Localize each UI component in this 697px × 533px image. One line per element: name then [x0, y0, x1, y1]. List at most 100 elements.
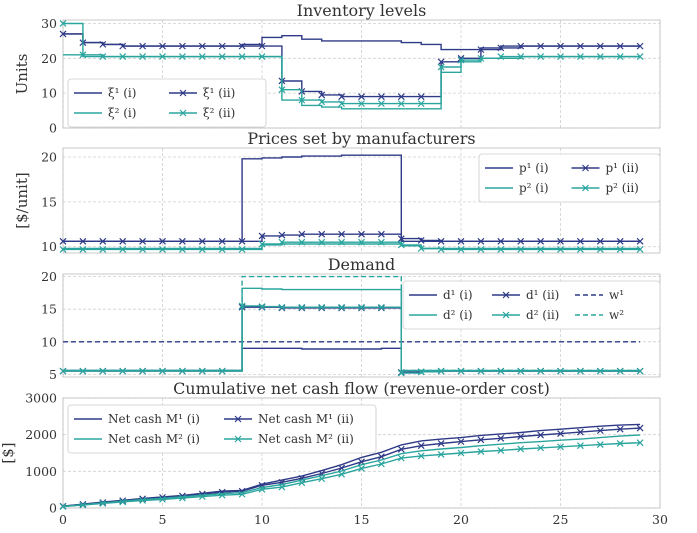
- data-point-marker: [338, 470, 346, 478]
- data-point-marker: [576, 442, 584, 450]
- series-line: [63, 22, 641, 105]
- data-point-marker: [437, 58, 445, 66]
- legend: d¹ (i) d¹ (ii) w¹ d² (i) d² (ii) w²: [402, 280, 661, 330]
- data-point-marker: [99, 367, 107, 375]
- data-point-marker: [497, 434, 505, 442]
- data-point-marker: [218, 237, 226, 245]
- data-point-marker: [397, 235, 405, 243]
- data-point-marker: [477, 436, 485, 444]
- legend-marker: [502, 311, 510, 319]
- data-point-marker: [178, 494, 186, 502]
- data-point-marker: [417, 237, 425, 244]
- data-point-marker: [497, 44, 505, 52]
- data-point-marker: [278, 231, 286, 239]
- data-point-marker: [636, 439, 644, 447]
- data-point-marker: [358, 464, 365, 472]
- data-point-marker: [596, 441, 604, 448]
- legend-box: [67, 78, 267, 128]
- data-point-marker: [99, 245, 107, 253]
- x-tick-label: 25: [553, 512, 569, 527]
- data-point-marker: [79, 501, 87, 509]
- legend-label: w¹: [609, 288, 624, 302]
- legend-label: p² (ii): [606, 181, 639, 195]
- y-tick-label: 0: [49, 121, 57, 136]
- data-point-marker: [198, 53, 206, 61]
- data-point-marker: [139, 245, 147, 253]
- data-point-marker: [517, 237, 525, 245]
- data-point-marker: [139, 367, 147, 375]
- data-point-marker: [477, 54, 485, 62]
- data-point-marker: [318, 303, 326, 311]
- panel-title: Inventory levels: [297, 1, 427, 20]
- data-point-marker: [616, 42, 624, 50]
- data-point-marker: [258, 232, 266, 240]
- data-point-marker: [119, 498, 127, 506]
- data-point-marker: [338, 93, 346, 101]
- data-point-marker: [517, 445, 525, 453]
- data-point-marker: [477, 245, 485, 253]
- data-point-marker: [59, 30, 67, 38]
- data-point-marker: [437, 440, 445, 447]
- data-point-marker: [159, 245, 166, 253]
- data-point-marker: [119, 245, 127, 253]
- data-point-marker: [557, 443, 564, 451]
- data-point-marker: [477, 46, 485, 54]
- data-point-marker: [358, 303, 365, 311]
- data-point-marker: [178, 42, 186, 50]
- y-tick-label: 10: [41, 334, 57, 349]
- legend-label: w²: [609, 308, 624, 322]
- series-line: [62, 434, 641, 508]
- data-point-marker: [59, 503, 67, 510]
- legend-marker: [179, 89, 187, 97]
- series-line: [63, 243, 641, 250]
- data-point-marker: [457, 449, 465, 457]
- data-point-marker: [397, 241, 405, 249]
- data-point-marker: [557, 367, 564, 375]
- data-point-marker: [417, 368, 425, 376]
- data-point-marker: [218, 367, 226, 375]
- data-point-marker: [139, 53, 147, 61]
- data-point-marker: [517, 53, 525, 61]
- x-tick-label: 0: [59, 512, 67, 527]
- y-axis-label: [$/unit]: [13, 172, 31, 228]
- data-point-marker: [318, 475, 326, 483]
- legend-label: p² (i): [519, 181, 549, 195]
- data-point-marker: [298, 96, 306, 104]
- plot-frame: [62, 19, 661, 129]
- legend-marker: [582, 164, 589, 172]
- legend-label: ξ¹ (ii): [203, 86, 235, 100]
- legend-label: ξ² (ii): [203, 106, 235, 120]
- x-tick-label: 30: [652, 512, 668, 527]
- data-point-marker: [99, 40, 107, 48]
- data-point-marker: [517, 42, 525, 50]
- data-point-marker: [497, 447, 505, 454]
- legend-label: ξ² (i): [108, 106, 136, 120]
- data-point-marker: [616, 440, 624, 447]
- data-point-marker: [358, 238, 365, 246]
- data-point-marker: [298, 479, 306, 487]
- legend-label: Net cash M² (ii): [258, 432, 354, 446]
- data-point-marker: [318, 238, 326, 246]
- legend-label: d¹ (i): [443, 288, 473, 302]
- x-tick-label: 10: [254, 512, 270, 527]
- data-point-marker: [59, 237, 67, 245]
- data-point-marker: [397, 100, 405, 108]
- legend-label: p¹ (ii): [606, 161, 639, 175]
- data-point-marker: [417, 452, 425, 460]
- y-tick-label: 0: [49, 501, 57, 516]
- data-point-marker: [238, 42, 246, 50]
- data-point-marker: [557, 42, 564, 50]
- data-point-marker: [576, 53, 584, 61]
- data-point-marker: [557, 53, 564, 61]
- series-line: [63, 33, 641, 98]
- data-point-marker: [258, 240, 266, 248]
- panel-3: 5 10 15 20 Demand d¹ (i) d¹ (ii) w¹ d² (i) d² (ii…: [41, 255, 661, 382]
- data-point-marker: [557, 237, 564, 245]
- y-tick-label: 10: [41, 239, 57, 254]
- data-point-marker: [437, 245, 445, 253]
- legend: p¹ (i) p¹ (ii) p² (i) p² (ii): [478, 153, 661, 203]
- data-point-marker: [278, 86, 286, 94]
- data-point-marker: [238, 245, 246, 253]
- y-tick-label: 5: [49, 367, 57, 382]
